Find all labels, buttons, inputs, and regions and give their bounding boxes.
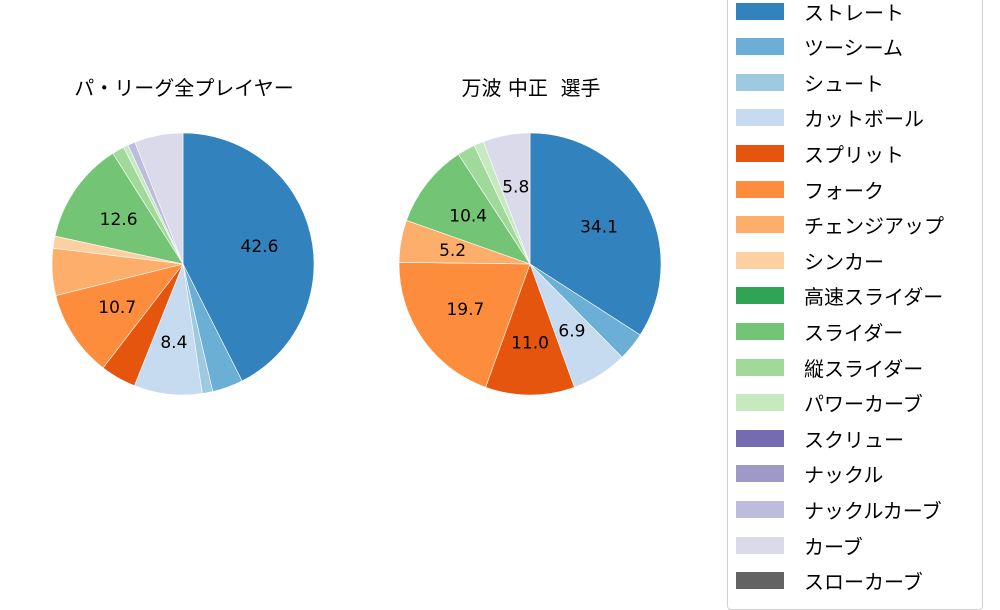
legend-item: スローカーブ — [736, 569, 923, 595]
legend-item: スクリュー — [736, 426, 904, 452]
league-pitch-mix-pie: 42.6 8.4 10.7 12.6 — [51, 132, 315, 396]
pie-slice — [485, 263, 575, 396]
legend-swatch — [736, 500, 784, 518]
legend-label: スライダー — [804, 320, 904, 345]
legend-swatch — [736, 73, 784, 91]
legend-swatch — [736, 429, 784, 447]
pie-slice-label: 12.6 — [100, 210, 138, 230]
legend-item: 高速スライダー — [736, 284, 944, 310]
legend-swatch — [736, 144, 784, 162]
player-pitch-mix-pie: 34.1 6.9 11.0 19.7 5.2 10.4 5.8 — [398, 132, 662, 396]
legend-swatch — [736, 394, 784, 412]
pie-slice-label: 5.8 — [502, 178, 529, 198]
pie-slice — [182, 132, 315, 382]
legend-item: スライダー — [736, 319, 904, 345]
legend-label: ストレート — [804, 0, 904, 25]
legend-item: カーブ — [736, 533, 863, 559]
pie-slice — [134, 132, 184, 265]
legend-label: パワーカーブ — [804, 392, 923, 417]
right-pie-title: 万波 中正 選手 — [461, 76, 601, 100]
legend-label: フォーク — [804, 178, 884, 203]
legend-swatch — [736, 358, 784, 376]
legend-swatch — [736, 465, 784, 483]
legend-item: ツーシーム — [736, 35, 903, 61]
legend-swatch — [736, 536, 784, 554]
left-pie-title: パ・リーグ全プレイヤー — [74, 76, 294, 100]
legend-label: シンカー — [804, 249, 884, 274]
legend-label: カーブ — [804, 534, 863, 559]
legend-swatch — [736, 322, 784, 340]
legend-label: チェンジアップ — [804, 214, 944, 239]
pie-slice-label: 5.2 — [439, 241, 466, 261]
legend-label: 縦スライダー — [804, 356, 924, 381]
legend-swatch — [736, 251, 784, 269]
legend-item: シンカー — [736, 248, 884, 274]
legend-swatch — [736, 216, 784, 234]
legend-item: シュート — [736, 70, 884, 96]
legend-label: シュート — [804, 71, 884, 96]
legend-item: フォーク — [736, 177, 884, 203]
legend-swatch — [736, 287, 784, 305]
legend-item: ナックル — [736, 462, 884, 488]
legend-swatch — [736, 180, 784, 198]
pie-slice-label: 11.0 — [511, 334, 549, 354]
legend-item: チェンジアップ — [736, 213, 944, 239]
legend-swatch — [736, 572, 784, 590]
legend-label: スプリット — [804, 142, 904, 167]
legend-swatch — [736, 109, 784, 127]
pie-slice — [54, 152, 184, 265]
pie-slice-label: 10.7 — [98, 298, 136, 318]
pie-slice — [406, 153, 531, 265]
legend-item: ナックルカーブ — [736, 497, 942, 523]
legend-swatch — [736, 2, 784, 20]
pie-slice — [398, 262, 531, 388]
pie-slice-label: 19.7 — [446, 300, 484, 320]
pie-slice-label: 42.6 — [241, 237, 279, 257]
legend-label: スローカーブ — [804, 570, 923, 595]
legend-label: スクリュー — [804, 427, 904, 452]
legend-swatch — [736, 38, 784, 56]
pie-slice-label: 34.1 — [580, 217, 618, 237]
legend-label: カットボール — [804, 107, 924, 132]
legend-label: ナックル — [804, 463, 884, 488]
legend-item: パワーカーブ — [736, 391, 923, 417]
legend: ストレートツーシームシュートカットボール スプリットフォークチェンジアップ シンカー… — [727, 0, 983, 610]
legend-item: カットボール — [736, 106, 924, 132]
legend-label: 高速スライダー — [804, 285, 944, 310]
legend-item: スプリット — [736, 141, 904, 167]
pie-slice — [55, 263, 184, 369]
pie-slice-label: 8.4 — [160, 333, 187, 353]
legend-label: ナックルカーブ — [804, 498, 942, 523]
pie-slice — [482, 132, 531, 265]
legend-label: ツーシーム — [804, 36, 903, 61]
pie-slice — [529, 132, 662, 336]
legend-item: 縦スライダー — [736, 355, 924, 381]
legend-item: ストレート — [736, 0, 904, 25]
pie-slice-label: 6.9 — [558, 321, 585, 341]
pie-slice-label: 10.4 — [449, 206, 487, 226]
